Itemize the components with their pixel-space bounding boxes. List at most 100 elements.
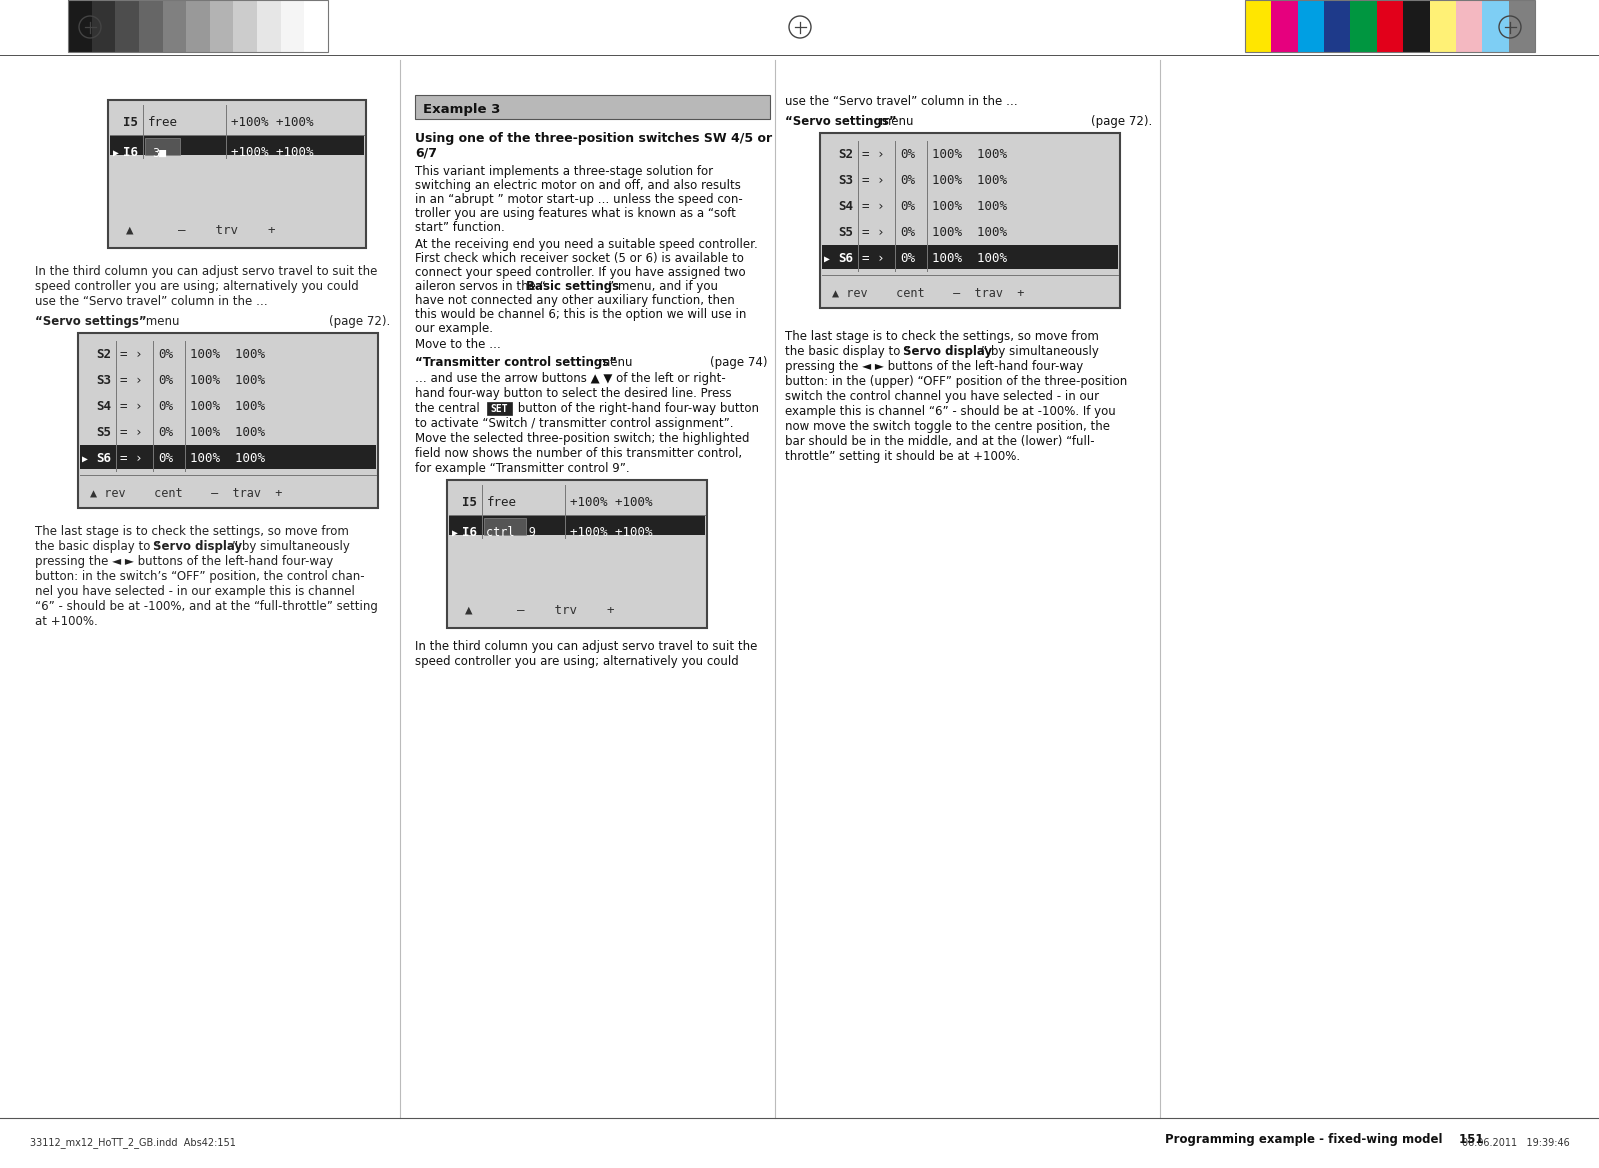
- Text: At the receiving end you need a suitable speed controller.: At the receiving end you need a suitable…: [416, 238, 758, 251]
- Text: –    trv    +: – trv +: [177, 223, 275, 236]
- Text: our example.: our example.: [416, 322, 492, 335]
- Text: In the third column you can adjust servo travel to suit the: In the third column you can adjust servo…: [35, 265, 377, 278]
- Text: 100%  100%: 100% 100%: [932, 148, 1007, 161]
- Text: = ›: = ›: [862, 148, 884, 161]
- Text: switch the control channel you have selected - in our: switch the control channel you have sele…: [785, 390, 1099, 403]
- Bar: [449, 515, 705, 535]
- Text: Using one of the three-position switches SW 4/5 or: Using one of the three-position switches…: [416, 132, 772, 145]
- Text: (page 72).: (page 72).: [1091, 114, 1151, 128]
- Text: 06.06.2011   19:39:46: 06.06.2011 19:39:46: [1461, 1138, 1570, 1148]
- Text: S2: S2: [96, 348, 110, 362]
- Text: 100%  100%: 100% 100%: [932, 252, 1007, 265]
- Text: aileron servos in the “: aileron servos in the “: [416, 280, 545, 293]
- Text: bar should be in the middle, and at the (lower) “full-: bar should be in the middle, and at the …: [785, 434, 1095, 449]
- Text: ▶: ▶: [453, 528, 457, 538]
- Text: +100% +100%: +100% +100%: [230, 146, 313, 160]
- Text: menu: menu: [142, 315, 179, 328]
- Text: start” function.: start” function.: [416, 221, 505, 234]
- Text: menu: menu: [876, 114, 913, 128]
- Bar: [139, 0, 163, 53]
- Text: 100%  100%: 100% 100%: [190, 401, 265, 413]
- Text: S6: S6: [96, 452, 110, 466]
- Text: 33112_mx12_HoTT_2_GB.indd  Abs42:151: 33112_mx12_HoTT_2_GB.indd Abs42:151: [30, 1138, 237, 1148]
- Text: ” menu, and if you: ” menu, and if you: [608, 280, 718, 293]
- Text: 100%  100%: 100% 100%: [190, 348, 265, 362]
- Bar: [448, 480, 707, 628]
- Text: I6: I6: [462, 527, 477, 540]
- Text: 0%: 0%: [158, 375, 173, 388]
- Text: use the “Servo travel” column in the …: use the “Servo travel” column in the …: [785, 95, 1017, 107]
- Bar: [110, 135, 365, 155]
- Text: 0%: 0%: [900, 174, 915, 188]
- Text: S6: S6: [838, 252, 852, 265]
- Text: the basic display to “: the basic display to “: [785, 345, 910, 359]
- Text: Servo display: Servo display: [154, 540, 241, 552]
- Text: 0%: 0%: [900, 201, 915, 214]
- Text: speed controller you are using; alternatively you could: speed controller you are using; alternat…: [416, 655, 739, 668]
- Text: … and use the arrow buttons ▲ ▼ of the left or right-: … and use the arrow buttons ▲ ▼ of the l…: [416, 371, 726, 385]
- Text: for example “Transmitter control 9”.: for example “Transmitter control 9”.: [416, 463, 630, 475]
- Text: 100%  100%: 100% 100%: [190, 452, 265, 466]
- Bar: [1377, 0, 1404, 53]
- Text: 0%: 0%: [900, 227, 915, 239]
- Text: (page 74): (page 74): [710, 356, 768, 369]
- Text: this would be channel 6; this is the option we will use in: this would be channel 6; this is the opt…: [416, 308, 747, 321]
- Text: 0%: 0%: [158, 452, 173, 466]
- Text: free: free: [149, 116, 177, 128]
- Bar: [1457, 0, 1482, 53]
- Text: I5: I5: [123, 116, 138, 128]
- Text: ▲ rev    cent    –  trav  +: ▲ rev cent – trav +: [90, 487, 283, 500]
- Bar: [1324, 0, 1351, 53]
- Text: SET: SET: [489, 404, 507, 413]
- Text: “6” - should be at -100%, and at the “full-throttle” setting: “6” - should be at -100%, and at the “fu…: [35, 600, 377, 613]
- Text: ” by simultaneously: ” by simultaneously: [232, 540, 350, 552]
- Bar: [484, 517, 526, 535]
- Bar: [163, 0, 185, 53]
- Text: Example 3: Example 3: [424, 103, 500, 116]
- Text: 0%: 0%: [158, 426, 173, 439]
- Text: troller you are using features what is known as a “soft: troller you are using features what is k…: [416, 207, 736, 220]
- Text: at +100%.: at +100%.: [35, 616, 98, 628]
- Bar: [1246, 0, 1271, 53]
- Bar: [78, 333, 377, 508]
- Text: now move the switch toggle to the centre position, the: now move the switch toggle to the centre…: [785, 420, 1110, 433]
- Text: ” by simultaneously: ” by simultaneously: [982, 345, 1099, 359]
- Text: in an “abrupt ” motor start-up … unless the speed con-: in an “abrupt ” motor start-up … unless …: [416, 193, 744, 206]
- Text: = ›: = ›: [120, 426, 142, 439]
- Text: switching an electric motor on and off, and also results: switching an electric motor on and off, …: [416, 179, 740, 192]
- Bar: [1271, 0, 1298, 53]
- Bar: [304, 0, 328, 53]
- Text: ▶: ▶: [82, 454, 88, 464]
- Bar: [1508, 0, 1535, 53]
- Text: The last stage is to check the settings, so move from: The last stage is to check the settings,…: [35, 524, 349, 538]
- Text: 100%  100%: 100% 100%: [190, 375, 265, 388]
- Bar: [488, 402, 512, 415]
- Text: nel you have selected - in our example this is channel: nel you have selected - in our example t…: [35, 585, 355, 598]
- Text: 100%  100%: 100% 100%: [932, 174, 1007, 188]
- Text: S4: S4: [96, 401, 110, 413]
- Text: 0%: 0%: [900, 148, 915, 161]
- Text: The last stage is to check the settings, so move from: The last stage is to check the settings,…: [785, 331, 1099, 343]
- Text: = ›: = ›: [120, 452, 142, 466]
- Text: Move to the …: Move to the …: [416, 338, 500, 352]
- Bar: [185, 0, 209, 53]
- Text: 100%  100%: 100% 100%: [190, 426, 265, 439]
- Bar: [820, 133, 1119, 308]
- Text: 3■: 3■: [152, 146, 166, 160]
- Text: Basic settings: Basic settings: [526, 280, 619, 293]
- Text: the basic display to “: the basic display to “: [35, 540, 160, 552]
- Bar: [109, 100, 366, 248]
- Text: 6/7: 6/7: [416, 147, 437, 160]
- Text: +100% +100%: +100% +100%: [230, 116, 313, 128]
- Bar: [257, 0, 281, 53]
- Text: button: in the (upper) “OFF” position of the three-position: button: in the (upper) “OFF” position of…: [785, 375, 1127, 388]
- Bar: [1298, 0, 1324, 53]
- Text: use the “Servo travel” column in the …: use the “Servo travel” column in the …: [35, 296, 267, 308]
- Text: = ›: = ›: [862, 252, 884, 265]
- Text: S3: S3: [838, 174, 852, 188]
- Text: to activate “Switch / transmitter control assignment”.: to activate “Switch / transmitter contro…: [416, 417, 734, 430]
- Text: ▲ rev    cent    –  trav  +: ▲ rev cent – trav +: [831, 286, 1025, 299]
- Text: S5: S5: [838, 227, 852, 239]
- Text: throttle” setting it should be at +100%.: throttle” setting it should be at +100%.: [785, 450, 1020, 463]
- Text: = ›: = ›: [120, 401, 142, 413]
